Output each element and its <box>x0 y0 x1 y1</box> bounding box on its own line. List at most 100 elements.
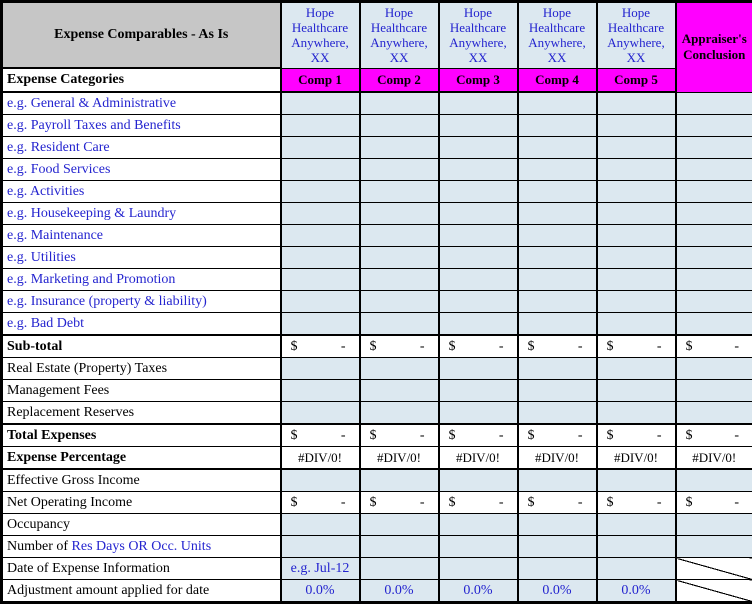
cell-blank[interactable] <box>518 558 597 580</box>
cell-blank[interactable] <box>360 558 439 580</box>
cell-blank[interactable] <box>676 115 752 137</box>
cell-blank[interactable] <box>439 269 518 291</box>
cell-diag[interactable] <box>676 558 752 580</box>
cell-money[interactable]: $- <box>676 492 752 514</box>
cell-blank[interactable] <box>281 247 360 269</box>
cell-blank[interactable] <box>439 247 518 269</box>
cell-blank[interactable] <box>281 514 360 536</box>
cell-blank[interactable] <box>360 291 439 313</box>
cell-blank[interactable] <box>281 181 360 203</box>
cell-blank[interactable] <box>676 137 752 159</box>
cell-blank[interactable] <box>360 380 439 402</box>
cell-blank[interactable] <box>360 536 439 558</box>
cell-money[interactable]: $- <box>439 335 518 358</box>
cell-money[interactable]: $- <box>597 424 676 447</box>
cell-div0[interactable]: #DIV/0! <box>597 447 676 470</box>
cell-blank[interactable] <box>518 159 597 181</box>
cell-blank[interactable] <box>439 402 518 425</box>
cell-blank[interactable] <box>439 225 518 247</box>
cell-blank[interactable] <box>281 92 360 115</box>
cell-blank[interactable] <box>597 558 676 580</box>
cell-blank[interactable] <box>360 225 439 247</box>
cell-blank[interactable] <box>439 137 518 159</box>
cell-blank[interactable] <box>281 380 360 402</box>
cell-blank[interactable] <box>439 558 518 580</box>
cell-blank[interactable] <box>360 469 439 492</box>
cell-blank[interactable] <box>518 181 597 203</box>
cell-blank[interactable] <box>281 469 360 492</box>
cell-money[interactable]: $- <box>281 424 360 447</box>
cell-diag[interactable] <box>676 580 752 603</box>
cell-pct[interactable]: 0.0% <box>439 580 518 603</box>
cell-blank[interactable] <box>518 402 597 425</box>
cell-blank[interactable] <box>676 514 752 536</box>
cell-money[interactable]: $- <box>518 492 597 514</box>
cell-blank[interactable] <box>281 313 360 336</box>
cell-pct[interactable]: 0.0% <box>518 580 597 603</box>
cell-money[interactable]: $- <box>597 335 676 358</box>
cell-blank[interactable] <box>439 159 518 181</box>
cell-blank[interactable] <box>597 313 676 336</box>
cell-blank[interactable] <box>597 92 676 115</box>
cell-blank[interactable] <box>360 313 439 336</box>
cell-blank[interactable] <box>281 269 360 291</box>
cell-blank[interactable] <box>597 380 676 402</box>
cell-blank[interactable] <box>676 225 752 247</box>
cell-blank[interactable] <box>281 159 360 181</box>
cell-blank[interactable] <box>597 225 676 247</box>
cell-blank[interactable] <box>360 159 439 181</box>
cell-blank[interactable] <box>439 514 518 536</box>
cell-blank[interactable] <box>281 203 360 225</box>
cell-blank[interactable] <box>597 269 676 291</box>
cell-money[interactable]: $- <box>597 492 676 514</box>
cell-blank[interactable] <box>518 92 597 115</box>
cell-blank[interactable] <box>518 225 597 247</box>
cell-blank[interactable] <box>439 469 518 492</box>
cell-blank[interactable] <box>597 358 676 380</box>
cell-blank[interactable] <box>597 203 676 225</box>
cell-blank[interactable] <box>597 159 676 181</box>
cell-blank[interactable] <box>597 181 676 203</box>
cell-blank[interactable] <box>676 269 752 291</box>
cell-blank[interactable] <box>360 358 439 380</box>
cell-blank[interactable] <box>439 291 518 313</box>
cell-blank[interactable] <box>518 203 597 225</box>
cell-blank[interactable] <box>676 247 752 269</box>
cell-blank[interactable] <box>360 92 439 115</box>
cell-div0[interactable]: #DIV/0! <box>676 447 752 470</box>
cell-blank[interactable] <box>281 291 360 313</box>
cell-blank[interactable] <box>597 137 676 159</box>
cell-blank[interactable] <box>439 358 518 380</box>
cell-blank[interactable] <box>518 247 597 269</box>
cell-money[interactable]: $- <box>676 335 752 358</box>
cell-blank[interactable] <box>597 402 676 425</box>
cell-money[interactable]: $- <box>360 424 439 447</box>
cell-pct[interactable]: 0.0% <box>360 580 439 603</box>
cell-blank[interactable] <box>518 269 597 291</box>
cell-blank[interactable] <box>676 469 752 492</box>
cell-blank[interactable] <box>439 536 518 558</box>
cell-blank[interactable] <box>676 181 752 203</box>
cell-money[interactable]: $- <box>518 424 597 447</box>
cell-blank[interactable] <box>360 115 439 137</box>
cell-blank[interactable] <box>676 313 752 336</box>
cell-money[interactable]: $- <box>439 492 518 514</box>
cell-blank[interactable] <box>518 469 597 492</box>
cell-blank[interactable] <box>281 402 360 425</box>
cell-blank[interactable] <box>518 313 597 336</box>
cell-blank[interactable] <box>439 203 518 225</box>
cell-div0[interactable]: #DIV/0! <box>360 447 439 470</box>
cell-blank[interactable] <box>597 469 676 492</box>
cell-blank[interactable] <box>281 137 360 159</box>
cell-blank[interactable] <box>518 380 597 402</box>
cell-blank[interactable] <box>597 247 676 269</box>
cell-blank[interactable] <box>518 115 597 137</box>
cell-blank[interactable] <box>439 181 518 203</box>
cell-blank[interactable] <box>676 380 752 402</box>
cell-blank[interactable] <box>597 115 676 137</box>
cell-pct[interactable]: 0.0% <box>281 580 360 603</box>
cell-money[interactable]: $- <box>360 335 439 358</box>
cell-blank[interactable] <box>439 313 518 336</box>
cell-pct[interactable]: 0.0% <box>597 580 676 603</box>
cell-blank[interactable] <box>281 115 360 137</box>
